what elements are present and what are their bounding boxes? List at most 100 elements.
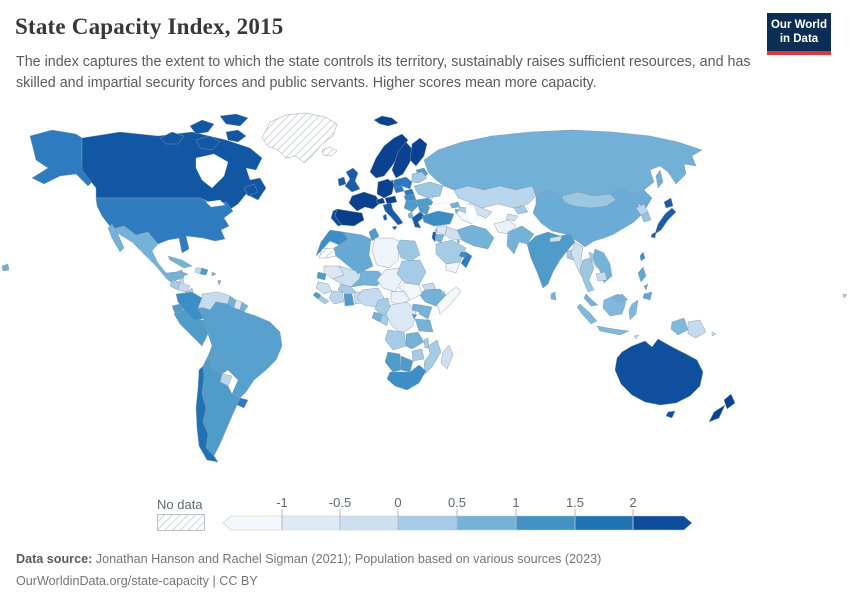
country-tunisia[interactable] [368,227,380,242]
country-canada-arctic-2[interactable] [189,119,215,135]
country-taiwan[interactable] [639,251,646,262]
country-belarus[interactable] [411,171,428,184]
country-drc[interactable] [385,301,417,335]
country-namibia[interactable] [384,351,402,373]
country-new-zealand-north[interactable] [723,393,736,410]
country-mexico[interactable] [111,225,185,285]
legend-no-data-swatch[interactable] [157,514,205,531]
country-tajikistan[interactable] [505,213,519,222]
country-georgia[interactable] [449,201,461,209]
country-uae[interactable] [458,251,468,259]
country-botswana[interactable] [400,355,414,373]
country-italy-sardinia[interactable] [382,213,388,221]
country-western-sahara[interactable] [318,247,337,259]
country-liberia[interactable] [317,295,330,305]
country-burkina-faso[interactable] [337,283,357,296]
country-usa-alaska[interactable] [29,129,95,187]
country-russia[interactable] [423,129,703,197]
country-philippines-mindanao[interactable] [642,291,653,301]
legend-bin-4[interactable] [456,515,517,531]
country-canada-newfoundland[interactable] [243,183,259,197]
country-balkans[interactable] [403,199,419,213]
country-kuwait[interactable] [456,239,461,245]
country-algeria[interactable] [333,231,374,275]
country-nepal[interactable] [549,235,563,243]
country-poland[interactable] [393,176,413,190]
country-ivory-coast[interactable] [328,290,345,305]
country-norway[interactable] [369,133,409,179]
country-uganda[interactable] [411,303,422,313]
country-ukraine[interactable] [413,181,444,199]
country-australia[interactable] [614,338,704,406]
country-new-zealand-south[interactable] [708,404,726,423]
country-france[interactable] [348,191,381,212]
legend-bin-7[interactable] [632,515,693,531]
country-rwanda[interactable] [411,313,418,320]
country-somalia[interactable] [435,286,462,315]
country-lesser-antilles[interactable] [217,279,222,286]
country-switzerland[interactable] [375,197,386,205]
legend-bin-6[interactable] [574,515,634,531]
country-yemen[interactable] [445,261,461,274]
country-ireland[interactable] [337,176,347,187]
legend-bin-5[interactable] [515,515,576,531]
country-austria[interactable] [384,195,398,205]
country-kenya[interactable] [418,304,433,320]
country-italy[interactable] [382,202,404,226]
country-madagascar[interactable] [440,344,454,370]
country-chile[interactable] [195,365,219,463]
country-tanzania[interactable] [414,318,434,333]
country-greece[interactable] [411,211,426,229]
country-indonesia-sumatra[interactable] [576,303,598,325]
country-timor[interactable] [633,334,640,340]
country-peru[interactable] [173,309,209,347]
country-papua-new-guinea[interactable] [687,319,707,339]
country-eritrea[interactable] [421,282,437,291]
country-italy-sicily[interactable] [391,225,398,231]
legend-bin-3[interactable] [397,515,458,531]
country-japan-kyushu[interactable] [650,231,657,239]
country-japan-honshu[interactable] [654,207,677,235]
country-pakistan[interactable] [506,225,535,255]
country-canada-arctic-5[interactable] [225,129,247,143]
country-russia-west-speck[interactable] [1,263,10,272]
country-mongolia[interactable] [561,191,617,209]
country-canada-arctic-3[interactable] [219,113,249,127]
legend-bin-1[interactable] [281,515,341,531]
country-malaysia[interactable] [583,293,599,307]
country-cuba[interactable] [167,255,193,269]
country-vietnam[interactable] [592,248,613,284]
owid-logo[interactable]: Our World in Data [767,13,831,55]
country-kyrgyzstan[interactable] [513,205,529,215]
country-albania[interactable] [407,211,414,219]
country-svalbard[interactable] [373,115,399,127]
country-solomon-islands[interactable] [711,331,717,337]
country-puerto-rico[interactable] [211,271,217,277]
country-zambia[interactable] [405,331,425,350]
country-senegal[interactable] [316,271,327,281]
country-iraq[interactable] [444,226,463,241]
country-finland[interactable] [409,137,428,167]
license-line[interactable]: OurWorldinData.org/state-capacity | CC B… [16,574,258,589]
country-egypt[interactable] [396,239,421,262]
country-zimbabwe[interactable] [411,348,425,362]
country-fiji[interactable] [842,293,848,299]
country-azerbaijan[interactable] [457,206,469,214]
country-jamaica[interactable] [181,271,189,277]
country-greenland[interactable] [261,112,338,164]
country-malaysia-borneo[interactable] [611,293,629,303]
country-south-korea[interactable] [640,211,652,223]
legend-color-scale[interactable]: -1 -0.5 0 0.5 1 1.5 2 [222,496,700,534]
country-guinea[interactable] [315,281,333,295]
country-mozambique[interactable] [423,339,442,375]
country-djibouti[interactable] [440,290,446,296]
country-iceland[interactable] [321,146,338,157]
country-iran[interactable] [456,224,495,250]
country-indonesia-papua[interactable] [670,317,689,336]
country-india[interactable] [526,231,576,289]
country-indonesia-java[interactable] [596,325,630,336]
country-libya[interactable] [371,237,401,269]
country-dominican-republic[interactable] [199,267,209,276]
country-south-sudan[interactable] [398,282,423,301]
country-ghana[interactable] [343,293,355,307]
